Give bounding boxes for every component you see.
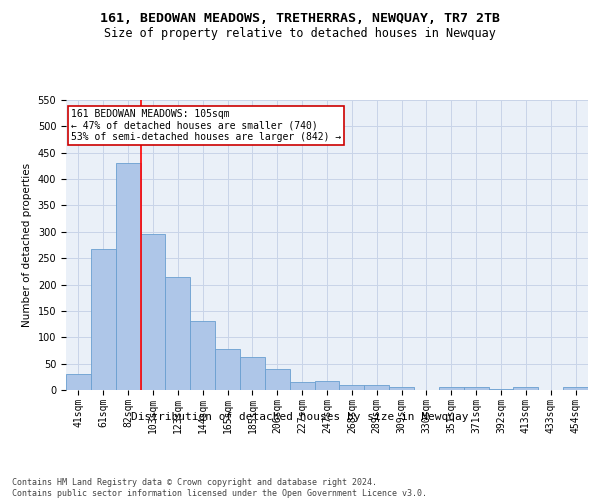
Bar [488,389,514,390]
Bar [140,234,166,390]
Bar [464,388,488,390]
Text: Size of property relative to detached houses in Newquay: Size of property relative to detached ho… [104,28,496,40]
Bar [66,374,91,390]
Text: Distribution of detached houses by size in Newquay: Distribution of detached houses by size … [131,412,469,422]
Bar [314,380,340,390]
Bar [439,388,464,390]
Text: 161 BEDOWAN MEADOWS: 105sqm
← 47% of detached houses are smaller (740)
53% of se: 161 BEDOWAN MEADOWS: 105sqm ← 47% of det… [71,108,341,142]
Bar [290,382,314,390]
Bar [340,384,364,390]
Text: Contains HM Land Registry data © Crown copyright and database right 2024.
Contai: Contains HM Land Registry data © Crown c… [12,478,427,498]
Bar [240,358,265,390]
Text: 161, BEDOWAN MEADOWS, TRETHERRAS, NEWQUAY, TR7 2TB: 161, BEDOWAN MEADOWS, TRETHERRAS, NEWQUA… [100,12,500,26]
Bar [166,276,190,390]
Bar [265,369,290,390]
Y-axis label: Number of detached properties: Number of detached properties [22,163,32,327]
Bar [91,248,116,390]
Bar [215,349,240,390]
Bar [364,384,389,390]
Bar [514,388,538,390]
Bar [563,388,588,390]
Bar [389,388,414,390]
Bar [116,164,140,390]
Bar [190,322,215,390]
